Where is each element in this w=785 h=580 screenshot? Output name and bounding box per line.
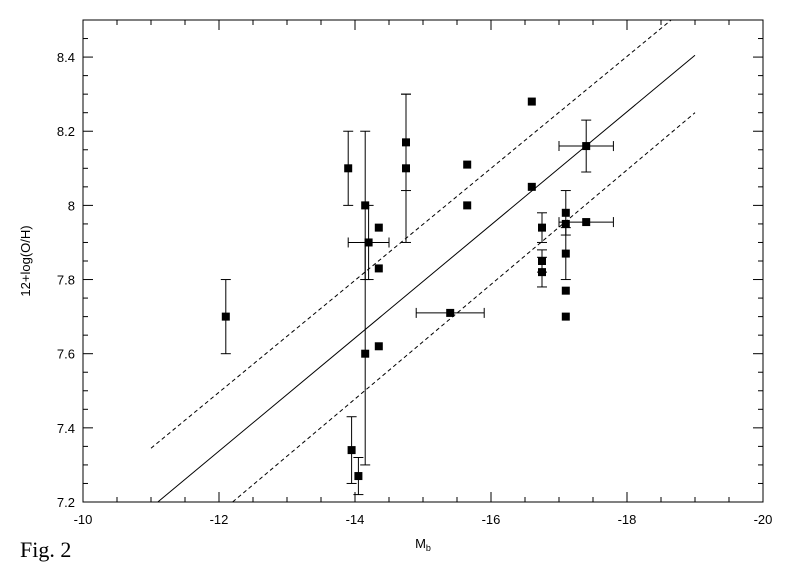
plot-area-frame — [82, 19, 764, 503]
data-points — [220, 93, 614, 496]
y-axis-ticks: 7.2 7.4 7.6 7.8 8 8.2 8.4 — [57, 19, 763, 510]
data-point — [463, 160, 472, 169]
dispersion-line — [232, 112, 696, 503]
x-axis-label: Mb — [415, 536, 431, 553]
y-tick-label: 8.2 — [57, 124, 75, 139]
x-tick-label: -12 — [210, 512, 229, 527]
data-point — [582, 218, 591, 227]
dispersion-line — [150, 19, 672, 449]
x-tick-label: -14 — [346, 512, 365, 527]
data-point — [538, 223, 546, 232]
y-axis-label: 12+log(O/H) — [18, 225, 33, 296]
data-point — [374, 223, 383, 232]
data-point — [354, 472, 363, 481]
data-point — [527, 182, 536, 191]
data-point — [347, 446, 356, 455]
fit-line — [157, 54, 696, 503]
data-point — [446, 308, 455, 317]
data-point — [538, 268, 546, 277]
data-point — [463, 201, 472, 210]
data-point — [361, 349, 370, 358]
y-tick-label: 7.4 — [57, 421, 75, 436]
data-point — [561, 208, 570, 217]
figure-label: Fig. 2 — [20, 537, 71, 562]
data-point — [582, 142, 591, 151]
y-tick-label: 7.8 — [57, 273, 75, 288]
data-point — [402, 164, 410, 173]
data-point — [527, 97, 536, 106]
x-tick-label: -18 — [618, 512, 637, 527]
x-axis-label-main: M — [415, 536, 426, 551]
data-point — [374, 264, 383, 273]
data-point — [344, 164, 353, 173]
data-point — [561, 312, 570, 321]
y-tick-label: 8.4 — [57, 50, 75, 65]
data-point — [561, 286, 570, 295]
data-point — [221, 312, 230, 321]
x-axis-ticks: -10 -12 -14 -16 -18 -20 — [74, 20, 773, 527]
data-point — [561, 249, 570, 258]
x-tick-label: -10 — [74, 512, 93, 527]
x-tick-label: -20 — [754, 512, 773, 527]
data-point — [364, 238, 373, 247]
y-tick-label: 7.6 — [57, 347, 75, 362]
x-tick-label: -16 — [482, 512, 501, 527]
x-axis-label-subscript: b — [426, 543, 431, 553]
regression-lines — [150, 19, 696, 503]
data-point — [561, 219, 570, 228]
y-tick-label: 7.2 — [57, 495, 75, 510]
data-point — [374, 342, 383, 351]
y-tick-label: 8 — [68, 198, 75, 213]
